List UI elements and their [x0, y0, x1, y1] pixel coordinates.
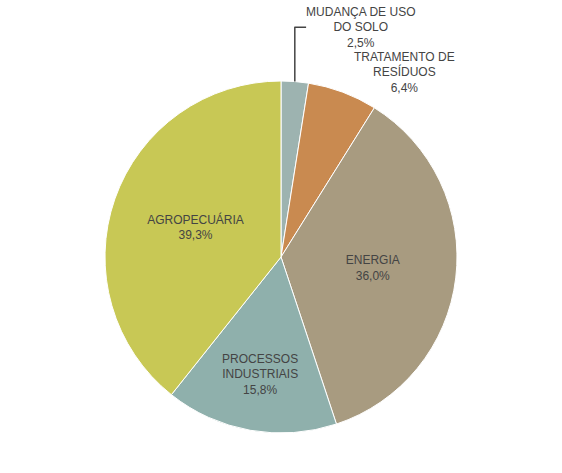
svg-text:ENERGIA36,0%: ENERGIA36,0% [346, 253, 400, 283]
svg-text:MUDANÇA DE USODO SOLO2,5%: MUDANÇA DE USODO SOLO2,5% [306, 5, 415, 50]
svg-text:PROCESSOSINDUSTRIAIS15,8%: PROCESSOSINDUSTRIAIS15,8% [222, 352, 298, 397]
svg-text:TRATAMENTO DERESÍDUOS6,4%: TRATAMENTO DERESÍDUOS6,4% [354, 50, 455, 95]
svg-text:AGROPECUÁRIA39,3%: AGROPECUÁRIA39,3% [147, 212, 244, 243]
